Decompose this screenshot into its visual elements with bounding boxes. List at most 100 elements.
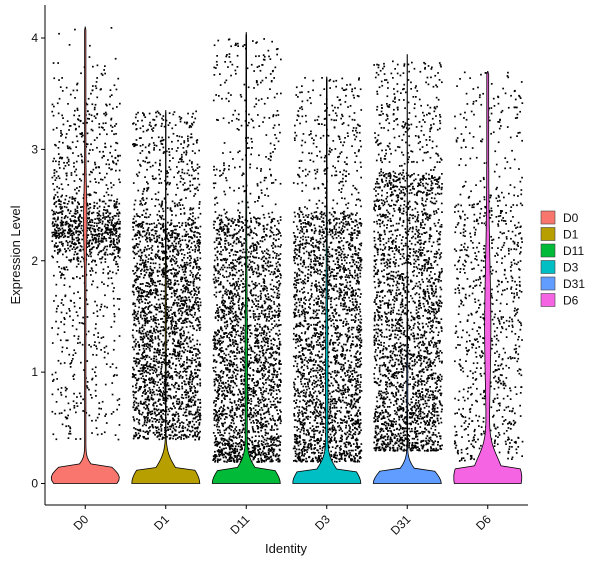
- data-point: [169, 388, 172, 390]
- data-point: [143, 264, 146, 266]
- data-point: [186, 246, 188, 249]
- data-point: [194, 217, 197, 220]
- data-point: [141, 310, 143, 313]
- data-point: [148, 283, 151, 285]
- data-point: [185, 408, 188, 411]
- data-point: [180, 248, 183, 251]
- data-point: [172, 157, 174, 159]
- data-point: [114, 244, 116, 246]
- data-point: [142, 357, 144, 359]
- data-point: [213, 370, 215, 372]
- data-point: [149, 121, 151, 124]
- data-point: [77, 260, 79, 262]
- data-point: [112, 228, 115, 231]
- data-point: [52, 231, 55, 234]
- data-point: [141, 403, 144, 405]
- data-point: [176, 387, 179, 390]
- data-point: [98, 233, 101, 235]
- data-point: [197, 348, 199, 351]
- data-point: [274, 350, 277, 353]
- data-point: [163, 384, 166, 387]
- data-point: [149, 274, 151, 277]
- data-point: [159, 372, 162, 374]
- data-point: [94, 85, 97, 87]
- data-point: [215, 239, 218, 242]
- data-point: [234, 456, 236, 458]
- data-point: [256, 234, 258, 237]
- data-point: [97, 244, 100, 247]
- data-point: [146, 322, 149, 324]
- data-point: [106, 209, 109, 211]
- data-point: [96, 217, 99, 220]
- data-point: [86, 385, 88, 387]
- data-point: [193, 121, 195, 124]
- data-point: [69, 432, 72, 435]
- data-point: [157, 435, 159, 437]
- data-point: [118, 424, 121, 426]
- data-point: [137, 310, 139, 313]
- data-point: [95, 271, 97, 274]
- data-point: [67, 402, 70, 405]
- data-point: [149, 345, 152, 347]
- data-point: [149, 165, 152, 168]
- data-point: [150, 337, 153, 339]
- data-point: [142, 368, 145, 370]
- data-point: [93, 238, 96, 240]
- data-point: [167, 348, 169, 351]
- data-point: [104, 245, 107, 248]
- data-point: [100, 261, 103, 264]
- data-point: [117, 159, 119, 162]
- data-point: [107, 215, 109, 218]
- data-point: [51, 373, 54, 376]
- data-point: [188, 159, 191, 162]
- data-point: [136, 407, 139, 410]
- data-point: [186, 361, 188, 364]
- data-point: [181, 276, 184, 279]
- data-point: [58, 203, 61, 205]
- data-point: [180, 337, 183, 340]
- data-point: [105, 184, 108, 186]
- data-point: [56, 102, 59, 105]
- data-point: [144, 312, 147, 315]
- data-point: [213, 335, 215, 338]
- data-point: [165, 341, 168, 344]
- data-point: [182, 300, 185, 302]
- data-point: [182, 343, 185, 345]
- data-point: [142, 227, 145, 229]
- data-point: [262, 54, 265, 56]
- data-point: [188, 307, 190, 309]
- data-point: [169, 236, 172, 239]
- data-point: [183, 367, 185, 370]
- data-point: [238, 317, 241, 320]
- data-point: [252, 250, 255, 252]
- data-point: [195, 303, 198, 306]
- data-point: [229, 454, 232, 457]
- data-point: [133, 400, 136, 403]
- data-point: [149, 336, 152, 338]
- data-point: [137, 370, 140, 372]
- data-point: [56, 378, 58, 380]
- data-point: [171, 127, 174, 130]
- data-point: [138, 346, 141, 348]
- data-point: [278, 329, 281, 332]
- data-point: [199, 365, 202, 367]
- data-point: [88, 173, 91, 176]
- data-point: [147, 296, 150, 298]
- data-point: [86, 143, 88, 146]
- data-point: [86, 212, 89, 215]
- data-point: [92, 246, 95, 248]
- data-point: [150, 274, 153, 277]
- data-point: [109, 216, 111, 219]
- data-point: [179, 424, 181, 427]
- data-point: [95, 247, 98, 249]
- data-point: [177, 339, 180, 342]
- data-point: [106, 223, 109, 226]
- data-point: [223, 312, 225, 315]
- data-point: [97, 237, 100, 240]
- data-point: [149, 429, 151, 432]
- data-point: [137, 341, 139, 343]
- data-point: [76, 140, 79, 143]
- data-point: [147, 414, 149, 417]
- data-point: [51, 342, 54, 344]
- data-point: [157, 219, 159, 221]
